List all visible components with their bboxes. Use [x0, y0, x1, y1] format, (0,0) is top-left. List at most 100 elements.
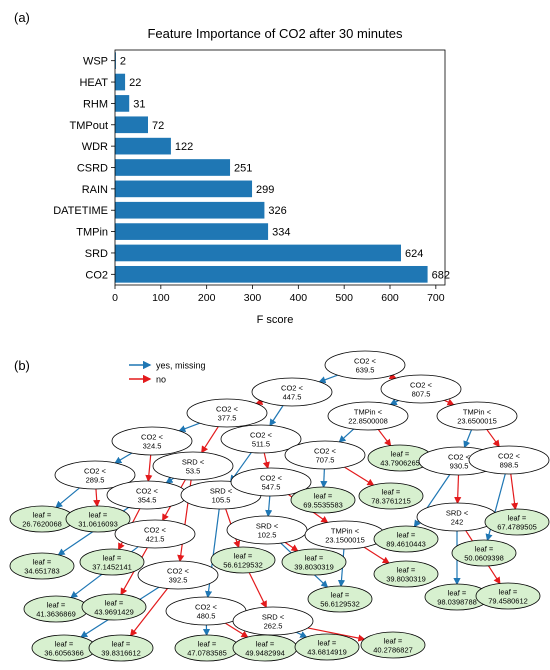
edge-n7-n14 [145, 454, 153, 483]
node-shape [358, 482, 424, 510]
node-text-line-1: 22.8500008 [348, 417, 388, 426]
node-shape [307, 585, 373, 613]
node-text-line-0: CO2 < [281, 384, 304, 393]
edge-n6-n11 [463, 429, 473, 449]
split-node-n25: SRD <242 [416, 502, 498, 532]
node-text-line-0: leaf = [499, 588, 518, 597]
node-text-line-1: 69.5535583 [303, 501, 343, 510]
plot-frame [114, 49, 446, 286]
edge-n1-n4 [269, 405, 284, 427]
x-tick-label-500: 500 [335, 292, 353, 304]
node-text-line-0: leaf = [89, 511, 108, 520]
y-tick-label-tmpout: TMPout [69, 120, 108, 132]
edge-n9-n17 [320, 468, 328, 489]
leaf-node-n35: leaf =43.9691429 [81, 593, 147, 621]
edge-n23-n32 [363, 546, 390, 564]
data-label-wsp: 2 [120, 56, 126, 68]
node-shape [468, 445, 550, 475]
edge-n3-n8 [201, 426, 219, 454]
node-text-line-1: 39.8030319 [386, 575, 426, 584]
edge-n3-n7 [178, 422, 200, 433]
node-text-line-0: CO2 < [498, 452, 521, 461]
node-text-line-0: CO2 < [141, 433, 164, 442]
node-text-line-1: 50.0609398 [464, 554, 504, 563]
edge-n11-n25 [454, 474, 462, 505]
leaf-node-n37: leaf =98.0398788 [424, 583, 490, 611]
node-text-line-0: CO2 < [167, 567, 190, 576]
node-text-line-1: 392.5 [169, 576, 188, 585]
node-text-line-1: 707.5 [316, 456, 335, 465]
edge-n16-n22 [265, 495, 273, 518]
node-text-line-0: leaf = [397, 566, 416, 575]
leaf-node-n10: leaf =43.7906265 [367, 444, 433, 472]
node-text-line-0: leaf = [391, 450, 410, 459]
split-node-n22: SRD <102.5 [226, 515, 308, 545]
leaf-node-n42: leaf =39.8316612 [88, 634, 154, 662]
leaf-node-n19: leaf =26.7620068 [9, 505, 75, 533]
leaf-node-n36: leaf =56.6129532 [307, 585, 373, 613]
node-shape [54, 460, 136, 490]
node-text-line-0: TMPin < [354, 408, 383, 417]
leaf-node-n20: leaf =31.0616093 [65, 505, 131, 533]
split-node-n2: CO2 <807.5 [380, 374, 462, 404]
node-text-line-1: 47.0783585 [187, 649, 227, 658]
edge-n39-n44 [225, 622, 249, 638]
edge-n33-n42 [129, 588, 168, 637]
node-text-line-1: 105.5 [212, 496, 231, 505]
node-text-line-1: 43.9691429 [94, 608, 134, 617]
bar-rain [115, 180, 253, 198]
data-label-tmpin: 334 [272, 227, 290, 239]
split-node-n9: CO2 <707.5 [284, 440, 366, 470]
node-text-line-1: 39.8316612 [101, 649, 141, 658]
node-text-line-0: CO2 < [136, 487, 159, 496]
node-text-line-1: 41.3636869 [36, 610, 76, 619]
y-tick-label-co2: CO2 [85, 269, 108, 281]
node-text-line-1: 39.8030319 [294, 563, 334, 572]
split-node-n1: CO2 <447.5 [251, 377, 333, 407]
data-label-rhm: 31 [133, 98, 145, 110]
node-text-line-0: leaf = [33, 511, 52, 520]
y-tick-label-srd: SRD [85, 248, 108, 260]
node-shape [284, 440, 366, 470]
node-shape [451, 539, 517, 567]
node-shape [81, 593, 147, 621]
x-tick-label-0: 0 [112, 292, 118, 304]
leaf-node-n17: leaf =69.5535583 [290, 486, 356, 514]
x-tick-label-400: 400 [290, 292, 308, 304]
leaf-node-n29: leaf =56.6129532 [210, 546, 276, 574]
x-tick-label-600: 600 [381, 292, 399, 304]
chart-title: Feature Importance of CO2 after 30 minut… [147, 26, 403, 41]
node-shape [251, 377, 333, 407]
node-text-line-1: 98.0398788 [437, 598, 477, 607]
node-text-line-0: leaf = [105, 599, 124, 608]
split-node-n13: CO2 <289.5 [54, 460, 136, 490]
node-text-line-1: 324.5 [143, 442, 162, 451]
edge-n40-n46 [307, 627, 366, 642]
x-tick-label-300: 300 [244, 292, 262, 304]
edge-n29-n40 [248, 572, 267, 609]
node-shape [436, 401, 518, 431]
leaf-node-n44: leaf =49.9482994 [232, 634, 298, 662]
node-text-line-1: 43.6814919 [307, 648, 347, 657]
node-shape [220, 424, 302, 454]
node-text-line-1: 56.6129532 [223, 561, 263, 570]
split-node-n23: TMPin <23.1500015 [304, 520, 386, 550]
node-text-line-1: 49.9482994 [245, 649, 285, 658]
node-text-line-1: 898.5 [500, 461, 519, 470]
node-text-line-1: 262.5 [264, 622, 283, 631]
y-tick-label-tmpin: TMPin [76, 227, 108, 239]
node-text-line-0: leaf = [314, 492, 333, 501]
data-label-heat: 22 [129, 77, 141, 89]
node-shape [327, 401, 409, 431]
panel-a-label: (a) [14, 10, 30, 25]
node-text-line-1: 930.5 [450, 462, 469, 471]
node-text-line-0: CO2 < [410, 381, 433, 390]
node-text-line-1: 36.6056366 [44, 649, 84, 658]
leaf-node-n34: leaf =41.3636869 [23, 595, 89, 623]
node-shape [294, 633, 360, 661]
node-text-line-0: leaf = [331, 591, 350, 600]
node-shape [152, 451, 234, 481]
node-text-line-0: leaf = [47, 601, 66, 610]
split-node-n0: CO2 <639.5 [324, 350, 406, 380]
node-shape [9, 552, 75, 580]
